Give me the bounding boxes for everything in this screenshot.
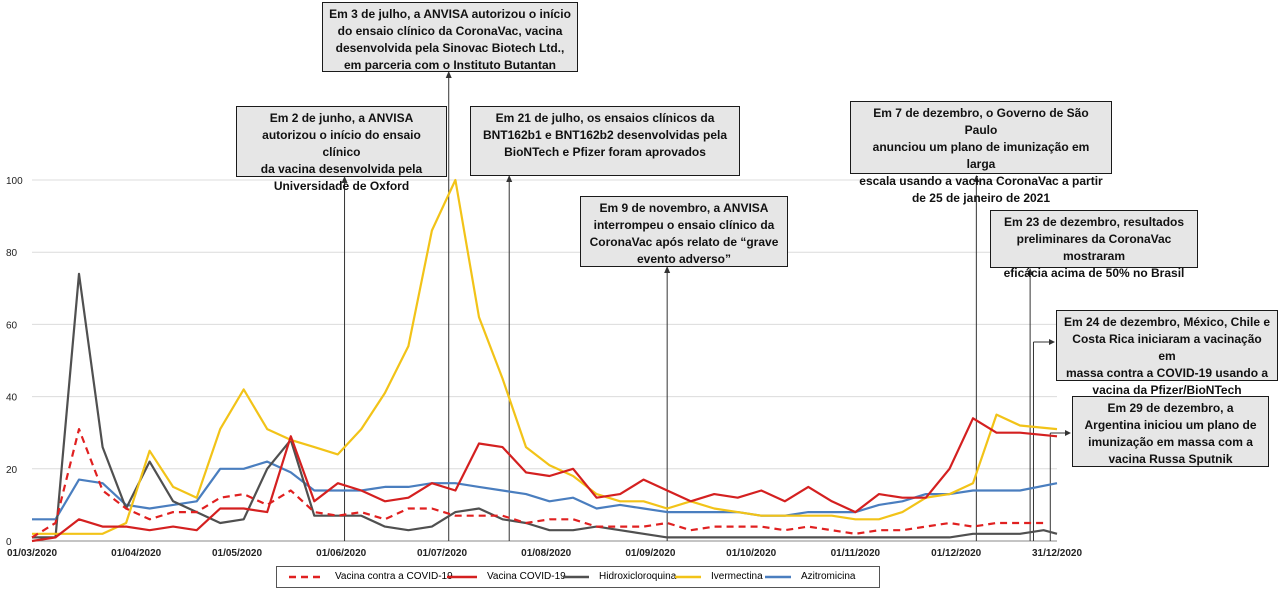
annotation-line: BNT162b1 e BNT162b2 desenvolvidas pela	[482, 128, 728, 142]
annotation-box: Em 2 de junho, a ANVISA autorizou o iníci…	[236, 106, 447, 193]
legend-label: Azitromicina	[801, 571, 856, 582]
y-tick-label: 60	[6, 320, 18, 331]
annotation-box: Em 3 de julho, a ANVISA autorizou o iníc…	[322, 2, 578, 72]
annotation-connectors	[341, 71, 1071, 541]
annotation-line: autorizou o início do ensaio clínico	[262, 128, 421, 159]
annotation-box: Em 21 de julho, os ensaios clínicos da BN…	[470, 106, 740, 176]
series-line	[32, 460, 1058, 521]
annotation-line: escala usando a vacina CoronaVac a parti…	[859, 174, 1103, 188]
legend-item: Vacina contra a COVID-19	[287, 571, 453, 582]
annotation-line: Em 23 de dezembro, resultados	[1003, 215, 1185, 229]
x-tick-label: 01/03/2020	[7, 548, 57, 559]
grid	[32, 179, 1057, 542]
series-line	[32, 272, 1058, 539]
legend-label: Hidroxicloroquina	[599, 571, 677, 582]
annotation-line: vacina da Pfizer/BioNTech	[1092, 383, 1242, 397]
y-tick-label: 40	[6, 393, 18, 404]
y-tick-label: 0	[6, 537, 12, 548]
y-tick-labels: 0 20 40 60 80 100	[6, 176, 23, 548]
series-line	[31, 417, 1058, 543]
legend-label: Vacina contra a COVID-19	[335, 571, 453, 582]
x-tick-label: 31/12/2020	[1032, 548, 1082, 559]
x-tick-labels: 01/03/2020 01/04/2020 01/05/2020 01/06/2020…	[7, 548, 1082, 559]
annotation-line: Argentina iniciou um plano de	[1084, 418, 1257, 432]
annotation-line: do ensaio clínico da CoronaVac, vacina	[337, 24, 563, 38]
series-lines	[31, 178, 1058, 543]
annotation-line: Universidade de Oxford	[273, 179, 410, 193]
annotation-line: CoronaVac após relato de “grave	[589, 235, 779, 249]
annotation-line: evento adverso”	[636, 252, 732, 266]
legend-label: Vacina COVID-19	[487, 571, 566, 582]
annotation-line: eficácia acima de 50% no Brasil	[1003, 266, 1185, 280]
annotation-arrowhead	[341, 176, 348, 183]
annotation-line: anunciou um plano de imunização em larga	[872, 140, 1090, 171]
annotation-line: vacina Russa Sputnik	[1108, 452, 1233, 466]
annotation-arrowhead	[1027, 268, 1034, 275]
annotation-line: em parceria com o Instituto Butantan	[343, 58, 557, 72]
annotation-line: interrompeu o ensaio clínico da	[593, 218, 775, 232]
x-tick-label: 01/07/2020	[417, 548, 467, 559]
annotation-line: Em 24 de dezembro, México, Chile e	[1063, 315, 1271, 329]
annotation-box: Em 9 de novembro, a ANVISA interrompeu o …	[580, 196, 788, 267]
annotation-line: Em 21 de julho, os ensaios clínicos da	[495, 111, 715, 125]
annotation-line: de 25 de janeiro de 2021	[911, 191, 1051, 205]
annotation-line: Em 29 de dezembro, a	[1107, 401, 1234, 415]
legend-label: Ivermectina	[711, 571, 763, 582]
annotation-box: Em 29 de dezembro, a Argentina iniciou um…	[1072, 396, 1269, 467]
annotation-line: Em 3 de julho, a ANVISA autorizou o iníc…	[329, 7, 571, 21]
annotation-arrowhead	[664, 266, 671, 273]
annotation-box: Em 23 de dezembro, resultados preliminare…	[990, 210, 1198, 280]
legend: Vacina contra a COVID-19 Vacina COVID-19…	[276, 566, 880, 588]
annotation-box: Em 24 de dezembro, México, Chile e Costa …	[1056, 310, 1278, 397]
series-line	[32, 178, 1058, 535]
annotation-line: imunização em massa com a	[1088, 435, 1253, 449]
annotation-line: BioNTech e Pfizer foram aprovados	[504, 145, 706, 159]
annotation-arrowhead	[445, 71, 452, 78]
legend-item: Ivermectina	[673, 571, 763, 582]
annotation-arrowhead	[506, 175, 513, 182]
annotation-line: Em 7 de dezembro, o Governo de São Paulo	[873, 106, 1089, 137]
y-tick-label: 100	[6, 176, 23, 187]
x-tick-label: 01/10/2020	[726, 548, 776, 559]
annotation-line: Costa Rica iniciaram a vacinação em	[1072, 332, 1262, 363]
annotation-line: Em 2 de junho, a ANVISA	[269, 111, 414, 125]
annotation-arrowhead	[973, 175, 980, 182]
y-tick-label: 80	[6, 248, 18, 259]
annotation-arrowhead	[1049, 339, 1055, 345]
annotation-arrowhead	[1065, 430, 1071, 436]
x-tick-label: 01/12/2020	[931, 548, 981, 559]
x-tick-label: 01/05/2020	[212, 548, 262, 559]
x-tick-label: 01/11/2020	[831, 548, 881, 559]
x-tick-label: 01/09/2020	[625, 548, 675, 559]
y-tick-label: 20	[6, 465, 18, 476]
x-tick-label: 01/04/2020	[111, 548, 161, 559]
annotation-line: desenvolvida pela Sinovac Biotech Ltd.,	[335, 41, 565, 55]
x-tick-label: 01/06/2020	[316, 548, 366, 559]
series-line	[31, 428, 1044, 539]
annotation-line: preliminares da CoronaVac mostraram	[1016, 232, 1172, 263]
legend-item: Vacina COVID-19	[445, 571, 566, 582]
legend-item: Hidroxicloroquina	[561, 571, 676, 582]
annotation-line: massa contra a COVID-19 usando a	[1065, 366, 1269, 380]
legend-item: Azitromicina	[763, 571, 855, 582]
annotation-line: da vacina desenvolvida pela	[260, 162, 423, 176]
x-tick-label: 01/08/2020	[521, 548, 571, 559]
annotation-box: Em 7 de dezembro, o Governo de São Paulo…	[850, 101, 1112, 205]
annotation-line: Em 9 de novembro, a ANVISA	[599, 201, 769, 215]
